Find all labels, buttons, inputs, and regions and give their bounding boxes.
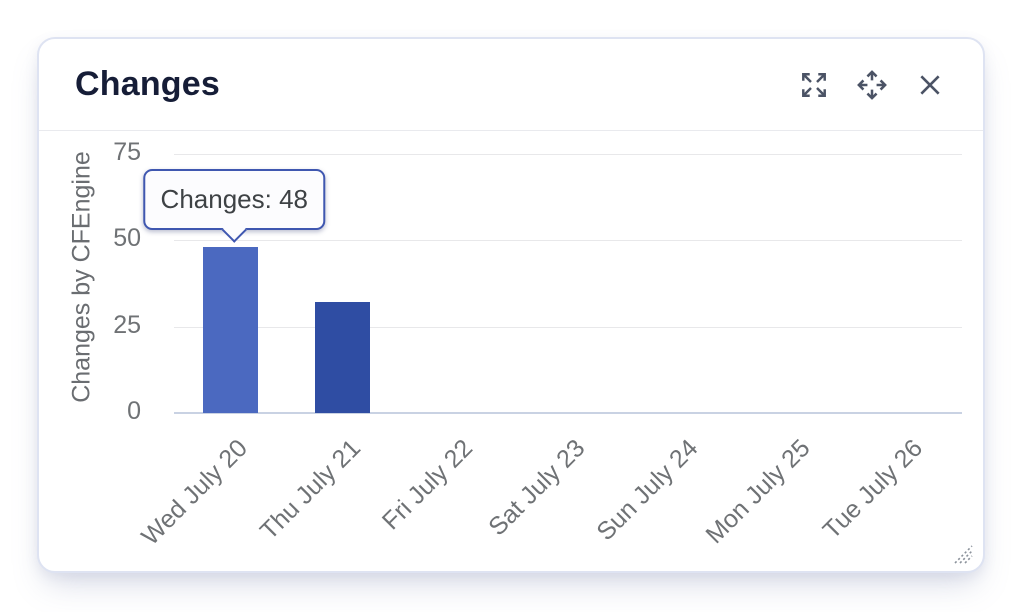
gridline (174, 240, 962, 242)
widget-title: Changes (75, 65, 220, 103)
chart-area: Changes by CFEngine Changes: 48 0 25 50 75 W… (39, 131, 983, 571)
tooltip-pointer-icon (221, 217, 248, 243)
resize-grip-icon (949, 545, 975, 570)
gridline (174, 326, 962, 328)
x-tick-label: Sun July 24 (591, 434, 704, 547)
close-button[interactable] (913, 68, 947, 102)
y-tick-label: 50 (113, 224, 141, 253)
x-tick-label: Sat July 23 (483, 434, 591, 542)
close-icon (917, 72, 943, 98)
gridline (174, 412, 962, 414)
bar-wed-july-20[interactable] (202, 247, 258, 413)
move-icon (856, 69, 888, 101)
widget-header: Changes (39, 39, 983, 131)
expand-button[interactable] (797, 68, 831, 102)
changes-widget-card: Changes (37, 37, 985, 573)
y-tick-label: 75 (113, 138, 141, 167)
move-button[interactable] (855, 68, 889, 102)
tooltip-text: Changes: 48 (160, 184, 309, 214)
chart-tooltip: Changes: 48 (143, 169, 326, 243)
x-tick-label: Wed July 20 (136, 434, 254, 551)
x-tick-label: Fri July 22 (376, 434, 479, 536)
bar-thu-july-21[interactable] (315, 302, 371, 413)
y-tick-label: 25 (113, 310, 141, 339)
widget-toolbar (797, 68, 947, 102)
x-tick-label: Mon July 25 (700, 434, 816, 550)
x-tick-label: Tue July 26 (817, 434, 929, 545)
y-tick-label: 0 (127, 397, 141, 426)
gridline (174, 154, 962, 155)
expand-icon (799, 70, 829, 100)
x-tick-label: Thu July 21 (254, 434, 366, 546)
y-axis-title: Changes by CFEngine (67, 151, 96, 403)
resize-handle[interactable] (949, 540, 975, 566)
